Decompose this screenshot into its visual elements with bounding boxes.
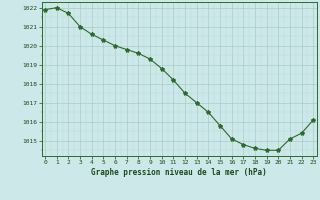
X-axis label: Graphe pression niveau de la mer (hPa): Graphe pression niveau de la mer (hPa) <box>91 168 267 177</box>
